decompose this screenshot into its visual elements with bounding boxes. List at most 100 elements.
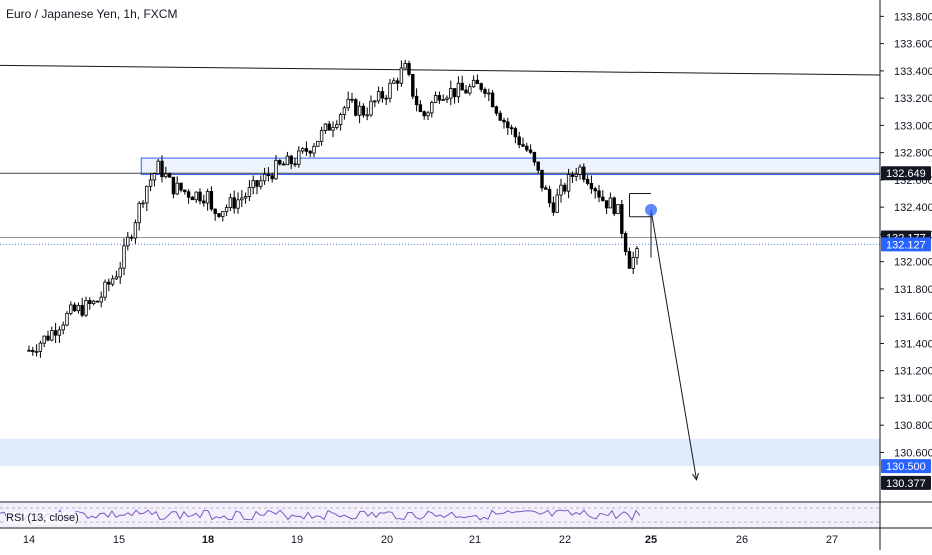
candle-body <box>194 191 198 201</box>
candle-body <box>300 148 305 152</box>
candle-body <box>540 169 544 189</box>
rsi-indicator-label[interactable]: RSI (13, close) <box>6 512 79 524</box>
candle-body <box>224 207 229 212</box>
candle-body <box>555 194 559 213</box>
candle-body <box>407 63 411 75</box>
candle-body <box>72 304 77 312</box>
candle-body <box>490 92 495 108</box>
price-label-bg <box>881 166 931 181</box>
candle-body <box>243 196 248 199</box>
candle-body <box>604 200 609 209</box>
candle-body <box>76 304 81 312</box>
candle-body <box>631 257 635 269</box>
candle-body <box>414 95 419 106</box>
candle-body <box>57 329 62 336</box>
candle-body <box>148 179 153 187</box>
candle-body <box>376 91 381 102</box>
trendline-top[interactable] <box>0 64 881 76</box>
candle-body <box>585 178 590 184</box>
candle-body <box>323 123 328 131</box>
candle-body <box>532 152 537 163</box>
candle-body <box>616 204 620 215</box>
price-tick-label: 130.600 <box>894 447 932 459</box>
candle-body <box>627 251 632 269</box>
candle-body <box>350 98 354 101</box>
candle-body <box>506 121 510 129</box>
price-label-text: 130.377 <box>886 478 926 490</box>
candle-body <box>179 182 183 191</box>
candle-body <box>53 330 58 336</box>
target-zone[interactable] <box>0 438 880 467</box>
candle-body <box>255 180 259 187</box>
candle-body <box>494 106 499 114</box>
candle-body <box>601 196 605 202</box>
candle-body <box>574 173 578 177</box>
candle-body <box>578 166 582 175</box>
candle-body <box>582 166 586 180</box>
candle-body <box>88 300 92 305</box>
candle-body <box>110 278 115 285</box>
price-label[interactable]: 132.127 <box>881 237 931 252</box>
candle-body <box>95 300 100 303</box>
candle-body <box>426 112 430 117</box>
candle-body <box>471 79 476 88</box>
candle-body <box>262 173 267 182</box>
candle-body <box>213 208 217 214</box>
price-tick-label: 132.000 <box>894 257 932 269</box>
candle-body <box>445 97 449 100</box>
candle-body <box>388 82 392 99</box>
price-label-text: 132.127 <box>886 239 926 251</box>
resistance-zone[interactable] <box>140 157 881 175</box>
candle-body <box>50 330 54 341</box>
candle-body <box>152 173 157 181</box>
price-tick-label: 130.800 <box>894 420 932 432</box>
candle-body <box>525 145 529 151</box>
candle-body <box>167 173 172 178</box>
candle-body <box>403 63 407 69</box>
candle-body <box>84 300 88 316</box>
candle-body <box>232 197 236 209</box>
candle-body <box>270 175 274 180</box>
candle-body <box>38 342 43 352</box>
price-label[interactable]: 130.500 <box>881 459 931 474</box>
candle-body <box>278 160 282 165</box>
candle-body <box>114 276 119 280</box>
candle-body <box>171 176 176 195</box>
candle-body <box>160 160 164 178</box>
candle-body <box>133 222 138 239</box>
candle-body <box>517 136 521 146</box>
candle-body <box>202 200 206 204</box>
candle-body <box>452 88 457 98</box>
candle-body <box>205 191 210 204</box>
candle-body <box>411 74 415 97</box>
candle-body <box>164 173 168 178</box>
candle-body <box>285 155 290 166</box>
price-label-bg <box>881 475 931 490</box>
price-label[interactable]: 130.377 <box>881 475 931 490</box>
candle-body <box>559 184 563 196</box>
candle-body <box>129 236 134 239</box>
candle-body <box>175 182 179 195</box>
price-label[interactable]: 132.649 <box>881 166 931 181</box>
price-tick-label: 133.200 <box>894 93 932 105</box>
candle-body <box>498 112 502 121</box>
candle-body <box>327 123 331 131</box>
candle-body <box>61 324 65 331</box>
candle-body <box>384 97 388 100</box>
candle-body <box>338 114 343 126</box>
projection-point-marker[interactable] <box>645 203 657 216</box>
candle-body <box>118 267 122 278</box>
candle-body <box>483 89 487 94</box>
time-tick-label: 18 <box>202 534 214 546</box>
candle-body <box>308 150 312 154</box>
candle-body <box>399 67 404 84</box>
candle-body <box>126 236 130 247</box>
candle-body <box>536 161 540 171</box>
time-tick-label: 22 <box>559 534 571 546</box>
candle-body <box>145 185 149 204</box>
candle-body <box>190 196 195 201</box>
candle-body <box>289 155 293 165</box>
candle-body <box>312 145 316 154</box>
